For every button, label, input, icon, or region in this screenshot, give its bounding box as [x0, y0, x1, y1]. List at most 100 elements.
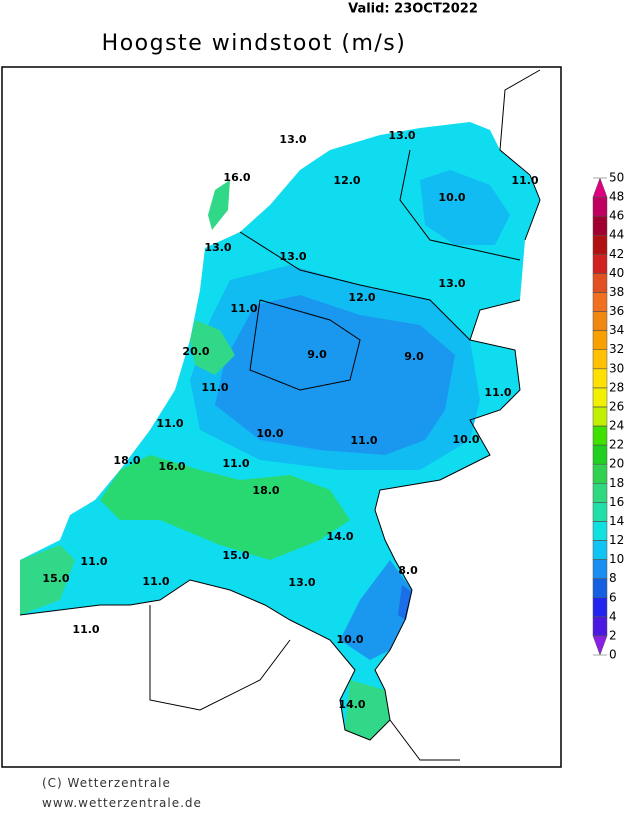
- tick-label: 36: [609, 304, 624, 318]
- field: [398, 585, 412, 620]
- value-label: 11.0: [72, 623, 99, 636]
- value-label: 16.0: [223, 171, 250, 184]
- url: www.wetterzentrale.de: [42, 796, 202, 810]
- value-label: 13.0: [204, 241, 231, 254]
- colorbar-segment: [592, 330, 608, 350]
- colorbar-segment: [592, 254, 608, 274]
- field: [215, 295, 455, 455]
- tick-label: 34: [609, 323, 624, 337]
- value-label: 9.0: [404, 350, 424, 363]
- tick-label: 44: [609, 228, 624, 242]
- tick-label: 4: [609, 609, 617, 623]
- colorbar-end: [592, 177, 608, 198]
- value-label: 8.0: [398, 564, 418, 577]
- field: [100, 455, 350, 560]
- value-label: 13.0: [288, 576, 315, 589]
- tick-label: 6: [609, 590, 617, 604]
- map-fields: [20, 122, 540, 740]
- island: [208, 180, 230, 230]
- colorbar: 0246810121416182022242628303234363840424…: [592, 171, 624, 662]
- value-label: 15.0: [222, 549, 249, 562]
- copyright: (C) Wetterzentrale: [42, 776, 171, 790]
- tick-label: 38: [609, 285, 624, 299]
- value-label: 11.0: [201, 381, 228, 394]
- tick-label: 26: [609, 399, 624, 413]
- borders: [19, 69, 541, 761]
- colorbar-segment: [592, 483, 608, 503]
- value-label: 11.0: [142, 575, 169, 588]
- colorbar-segment: [592, 540, 608, 560]
- value-label: 13.0: [279, 250, 306, 263]
- tick-label: 12: [609, 533, 624, 547]
- colorbar-segment: [592, 463, 608, 484]
- tick-label: 8: [609, 571, 617, 585]
- value-label: 11.0: [511, 174, 538, 187]
- value-label: 13.0: [438, 277, 465, 290]
- colorbar-end: [592, 635, 608, 656]
- tick-label: 48: [609, 190, 624, 204]
- tick-label: 18: [609, 476, 624, 490]
- colorbar-segment: [592, 559, 608, 579]
- value-label: 9.0: [307, 348, 327, 361]
- colorbar-segment: [592, 292, 608, 312]
- title: Hoogste windstoot (m/s): [102, 31, 407, 56]
- field: [420, 170, 510, 245]
- value-label: 11.0: [230, 302, 257, 315]
- colorbar-segment: [592, 425, 608, 446]
- value-label: 13.0: [279, 133, 306, 146]
- colorbar-segment: [592, 349, 608, 370]
- field: [20, 545, 75, 615]
- colorbar-segment: [592, 597, 608, 618]
- value-label: 20.0: [182, 345, 209, 358]
- value-label: 11.0: [222, 457, 249, 470]
- colorbar-segment: [592, 502, 608, 522]
- tick-label: 10: [609, 552, 624, 566]
- colorbar-segment: [592, 521, 608, 541]
- tick-label: 24: [609, 419, 624, 433]
- tick-label: 28: [609, 380, 624, 394]
- colorbar-segment: [592, 234, 608, 255]
- value-label: 15.0: [42, 572, 69, 585]
- tick-label: 30: [609, 361, 624, 375]
- value-label: 11.0: [156, 417, 183, 430]
- tick-label: 0: [609, 648, 617, 662]
- tick-label: 14: [609, 514, 624, 528]
- colorbar-segment: [592, 311, 608, 331]
- colorbar-segment: [592, 616, 608, 637]
- colorbar-segment: [592, 406, 608, 427]
- value-label: 10.0: [438, 191, 465, 204]
- colorbar-segment: [592, 273, 608, 293]
- value-label: 12.0: [348, 291, 375, 304]
- tick-label: 2: [609, 628, 617, 642]
- value-label: 10.0: [336, 633, 363, 646]
- value-label: 14.0: [326, 530, 353, 543]
- tick-label: 46: [609, 209, 624, 223]
- valid-date: Valid: 23OCT2022: [348, 2, 478, 17]
- tick-label: 40: [609, 266, 624, 280]
- tick-label: 42: [609, 247, 624, 261]
- tick-label: 22: [609, 438, 624, 452]
- value-label: 11.0: [80, 555, 107, 568]
- tick-label: 16: [609, 495, 624, 509]
- field: [340, 560, 412, 660]
- value-label: 13.0: [388, 129, 415, 142]
- labels: 13.0 13.0 16.0 12.0 11.0 10.0 13.0 13.0 13.0 12.0…: [42, 129, 538, 711]
- value-label: 18.0: [113, 454, 140, 467]
- colorbar-segment: [592, 578, 608, 599]
- value-label: 16.0: [158, 460, 185, 473]
- value-label: 14.0: [338, 698, 365, 711]
- value-label: 18.0: [252, 484, 279, 497]
- colorbar-segment: [592, 196, 608, 217]
- colorbar-segment: [592, 215, 608, 236]
- tick-label: 20: [609, 457, 624, 471]
- value-label: 11.0: [484, 386, 511, 399]
- value-label: 10.0: [452, 433, 479, 446]
- colorbar-segment: [592, 387, 608, 408]
- value-label: 11.0: [350, 434, 377, 447]
- colorbar-segment: [592, 368, 608, 389]
- tick-label: 50: [609, 171, 624, 185]
- tick-label: 32: [609, 342, 624, 356]
- value-label: 10.0: [256, 427, 283, 440]
- colorbar-segment: [592, 444, 608, 465]
